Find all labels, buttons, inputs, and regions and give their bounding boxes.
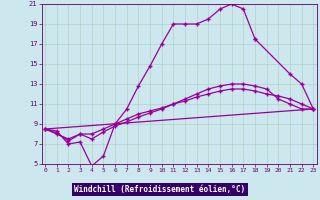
Text: Windchill (Refroidissement éolien,°C): Windchill (Refroidissement éolien,°C) <box>75 185 245 194</box>
